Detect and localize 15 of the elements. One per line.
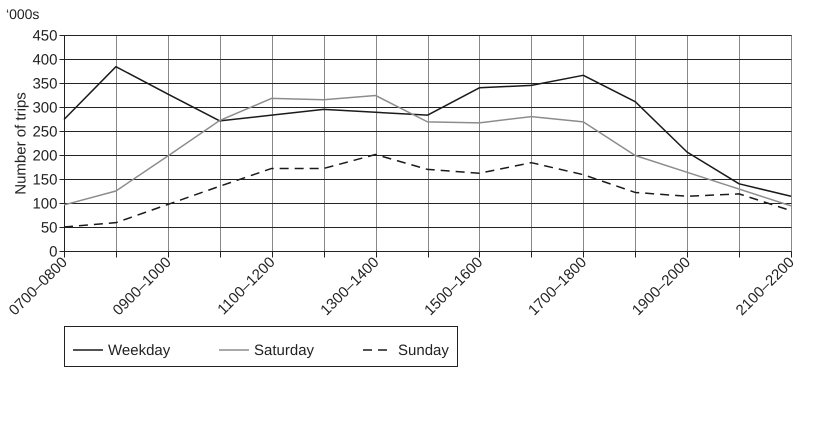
y-tick-label: 400 bbox=[32, 52, 58, 68]
y-tick-label: 250 bbox=[32, 124, 58, 140]
y-tick-label: 300 bbox=[32, 100, 58, 116]
legend-label: Weekday bbox=[108, 342, 171, 359]
y-tick-label: 0 bbox=[49, 244, 58, 260]
y-tick-label: 350 bbox=[32, 76, 58, 92]
y-tick-label: 50 bbox=[40, 220, 58, 236]
y-tick-label: 150 bbox=[32, 172, 58, 188]
y-tick-label: 100 bbox=[32, 196, 58, 212]
y-tick-label: 200 bbox=[32, 148, 58, 164]
legend-label: Saturday bbox=[254, 342, 315, 359]
text: ‘000s bbox=[6, 6, 40, 22]
y-axis-title: Number of trips bbox=[12, 92, 30, 195]
legend-label: Sunday bbox=[398, 342, 450, 359]
y-tick-label: 450 bbox=[32, 28, 58, 44]
